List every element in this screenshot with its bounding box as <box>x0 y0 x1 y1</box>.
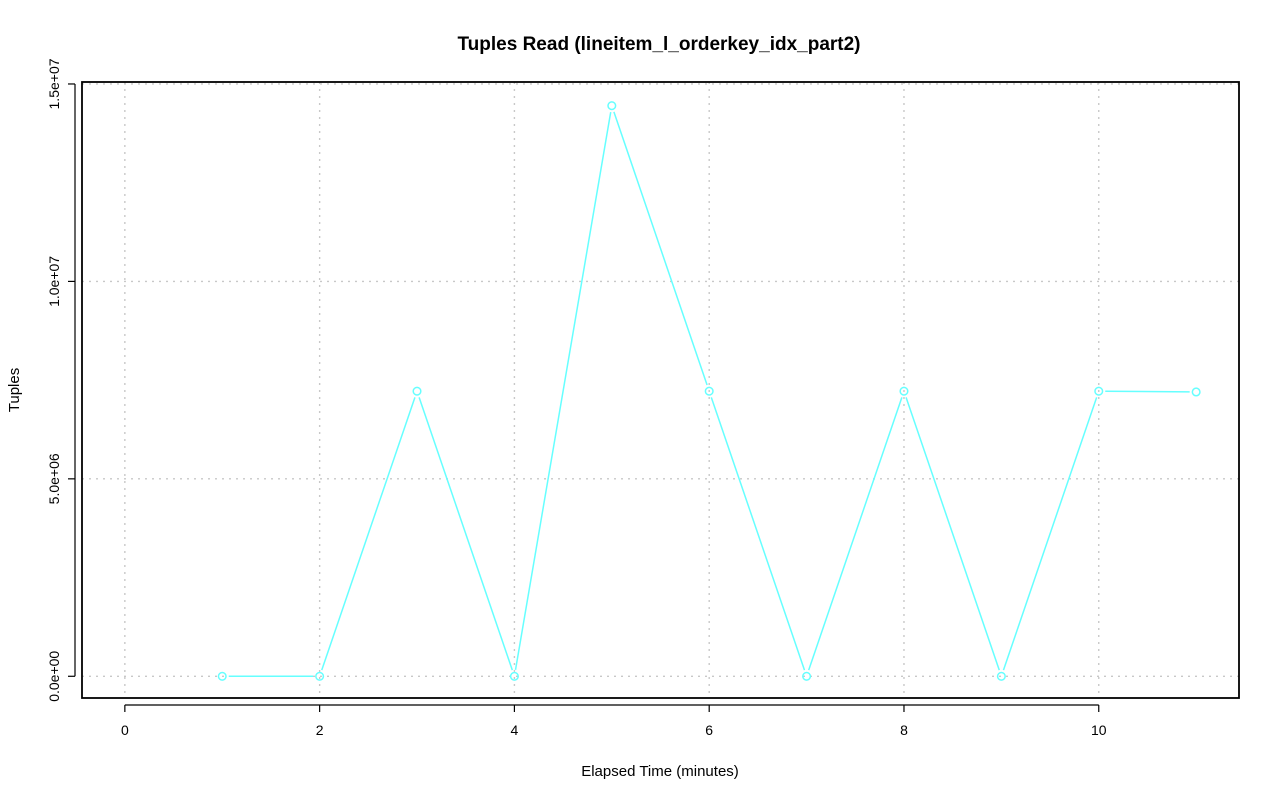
plot-area-frame <box>81 81 1240 699</box>
series-line-segment <box>1002 397 1098 671</box>
series-line-segment <box>514 111 612 671</box>
data-point <box>704 386 714 396</box>
series-line-segment <box>418 397 514 671</box>
data-point <box>899 386 909 396</box>
data-point <box>1094 386 1104 396</box>
y-tick-label: 1.0e+07 <box>46 256 62 307</box>
x-axis: 0 2 4 6 8 10 <box>121 704 1107 738</box>
x-tick-label: 8 <box>900 722 908 738</box>
series-line-segment <box>321 397 416 671</box>
x-tick-label: 2 <box>316 722 324 738</box>
grid <box>82 82 1239 698</box>
data-point <box>509 671 519 681</box>
y-axis-title: Tuples <box>6 368 23 412</box>
data-point <box>412 386 422 396</box>
data-point <box>217 671 227 681</box>
series-line-segment <box>1105 390 1190 393</box>
data-point <box>1191 387 1201 397</box>
y-axis: 0.0e+00 5.0e+06 1.0e+07 1.5e+07 <box>46 58 76 702</box>
y-tick-label: 0.0e+00 <box>46 651 62 702</box>
data-point <box>996 671 1006 681</box>
data-point <box>802 671 812 681</box>
series-line-segment <box>613 111 708 386</box>
chart-title: Tuples Read (lineitem_l_orderkey_idx_par… <box>457 34 860 55</box>
x-tick-label: 0 <box>121 722 129 738</box>
series-line-segment <box>905 397 1000 671</box>
x-tick-label: 6 <box>705 722 713 738</box>
data-point <box>315 671 325 681</box>
x-tick-label: 10 <box>1091 722 1107 738</box>
x-axis-title: Elapsed Time (minutes) <box>581 763 739 780</box>
y-tick-label: 5.0e+06 <box>46 453 62 504</box>
data-point <box>607 101 617 111</box>
x-tick-label: 4 <box>511 722 519 738</box>
series-line-segment <box>807 397 903 671</box>
series-line-segment <box>710 397 806 671</box>
y-tick-label: 1.5e+07 <box>46 58 62 109</box>
series <box>217 101 1201 681</box>
